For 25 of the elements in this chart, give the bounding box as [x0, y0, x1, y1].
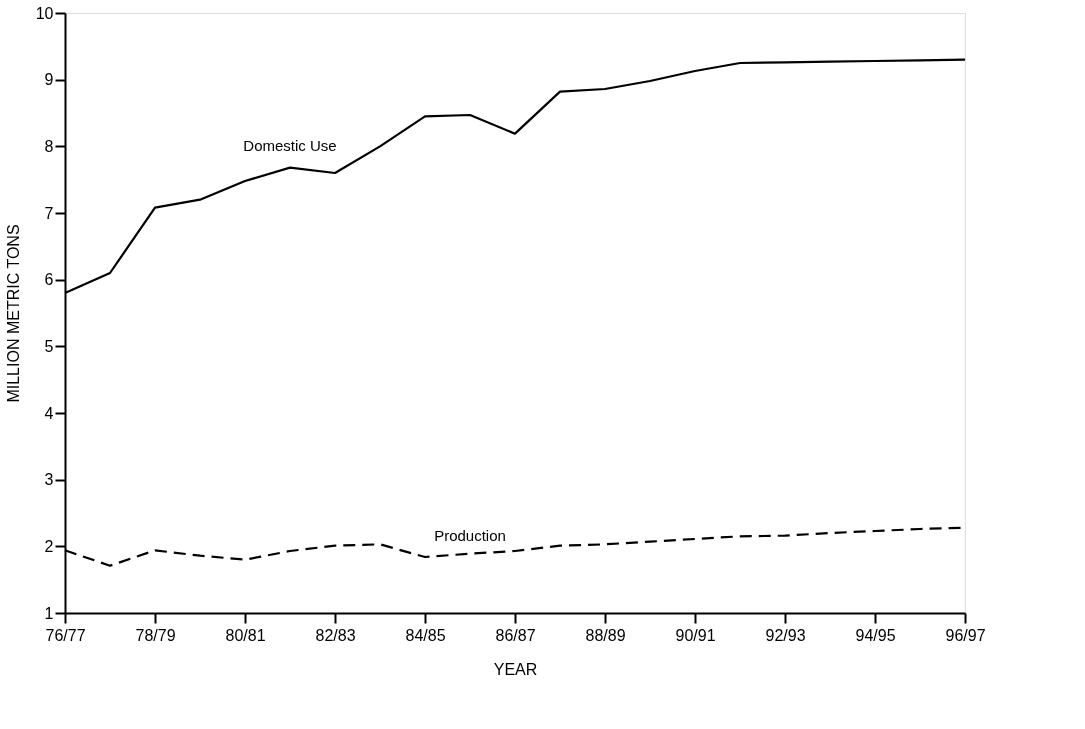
series-label: Domestic Use: [243, 136, 337, 154]
y-tick-label: 7: [44, 204, 54, 222]
y-tick-label: 6: [44, 271, 54, 289]
x-tick-label: 76/77: [45, 626, 86, 644]
y-tick-label: 4: [44, 404, 54, 422]
y-tick-label: 8: [44, 137, 54, 155]
y-tick-label: 9: [44, 71, 54, 89]
y-tick-label: 1: [44, 604, 54, 622]
x-tick-label: 88/89: [585, 626, 626, 644]
x-tick-label: 86/87: [495, 626, 536, 644]
y-tick-label: 5: [44, 337, 54, 355]
x-axis-title: YEAR: [493, 660, 538, 678]
x-tick-label: 96/97: [945, 626, 986, 644]
x-tick-label: 90/91: [675, 626, 716, 644]
y-tick-label: 10: [35, 4, 54, 22]
y-tick-label: 2: [44, 537, 54, 555]
x-tick-label: 92/93: [765, 626, 806, 644]
y-axis-title: MILLION METRIC TONS: [4, 224, 22, 403]
y-tick-label: 3: [44, 471, 54, 489]
x-tick-label: 84/85: [405, 626, 446, 644]
series-label: Production: [434, 526, 506, 544]
x-tick-label: 82/83: [315, 626, 356, 644]
x-tick-label: 78/79: [135, 626, 176, 644]
x-tick-label: 80/81: [225, 626, 266, 644]
x-tick-label: 94/95: [855, 626, 896, 644]
